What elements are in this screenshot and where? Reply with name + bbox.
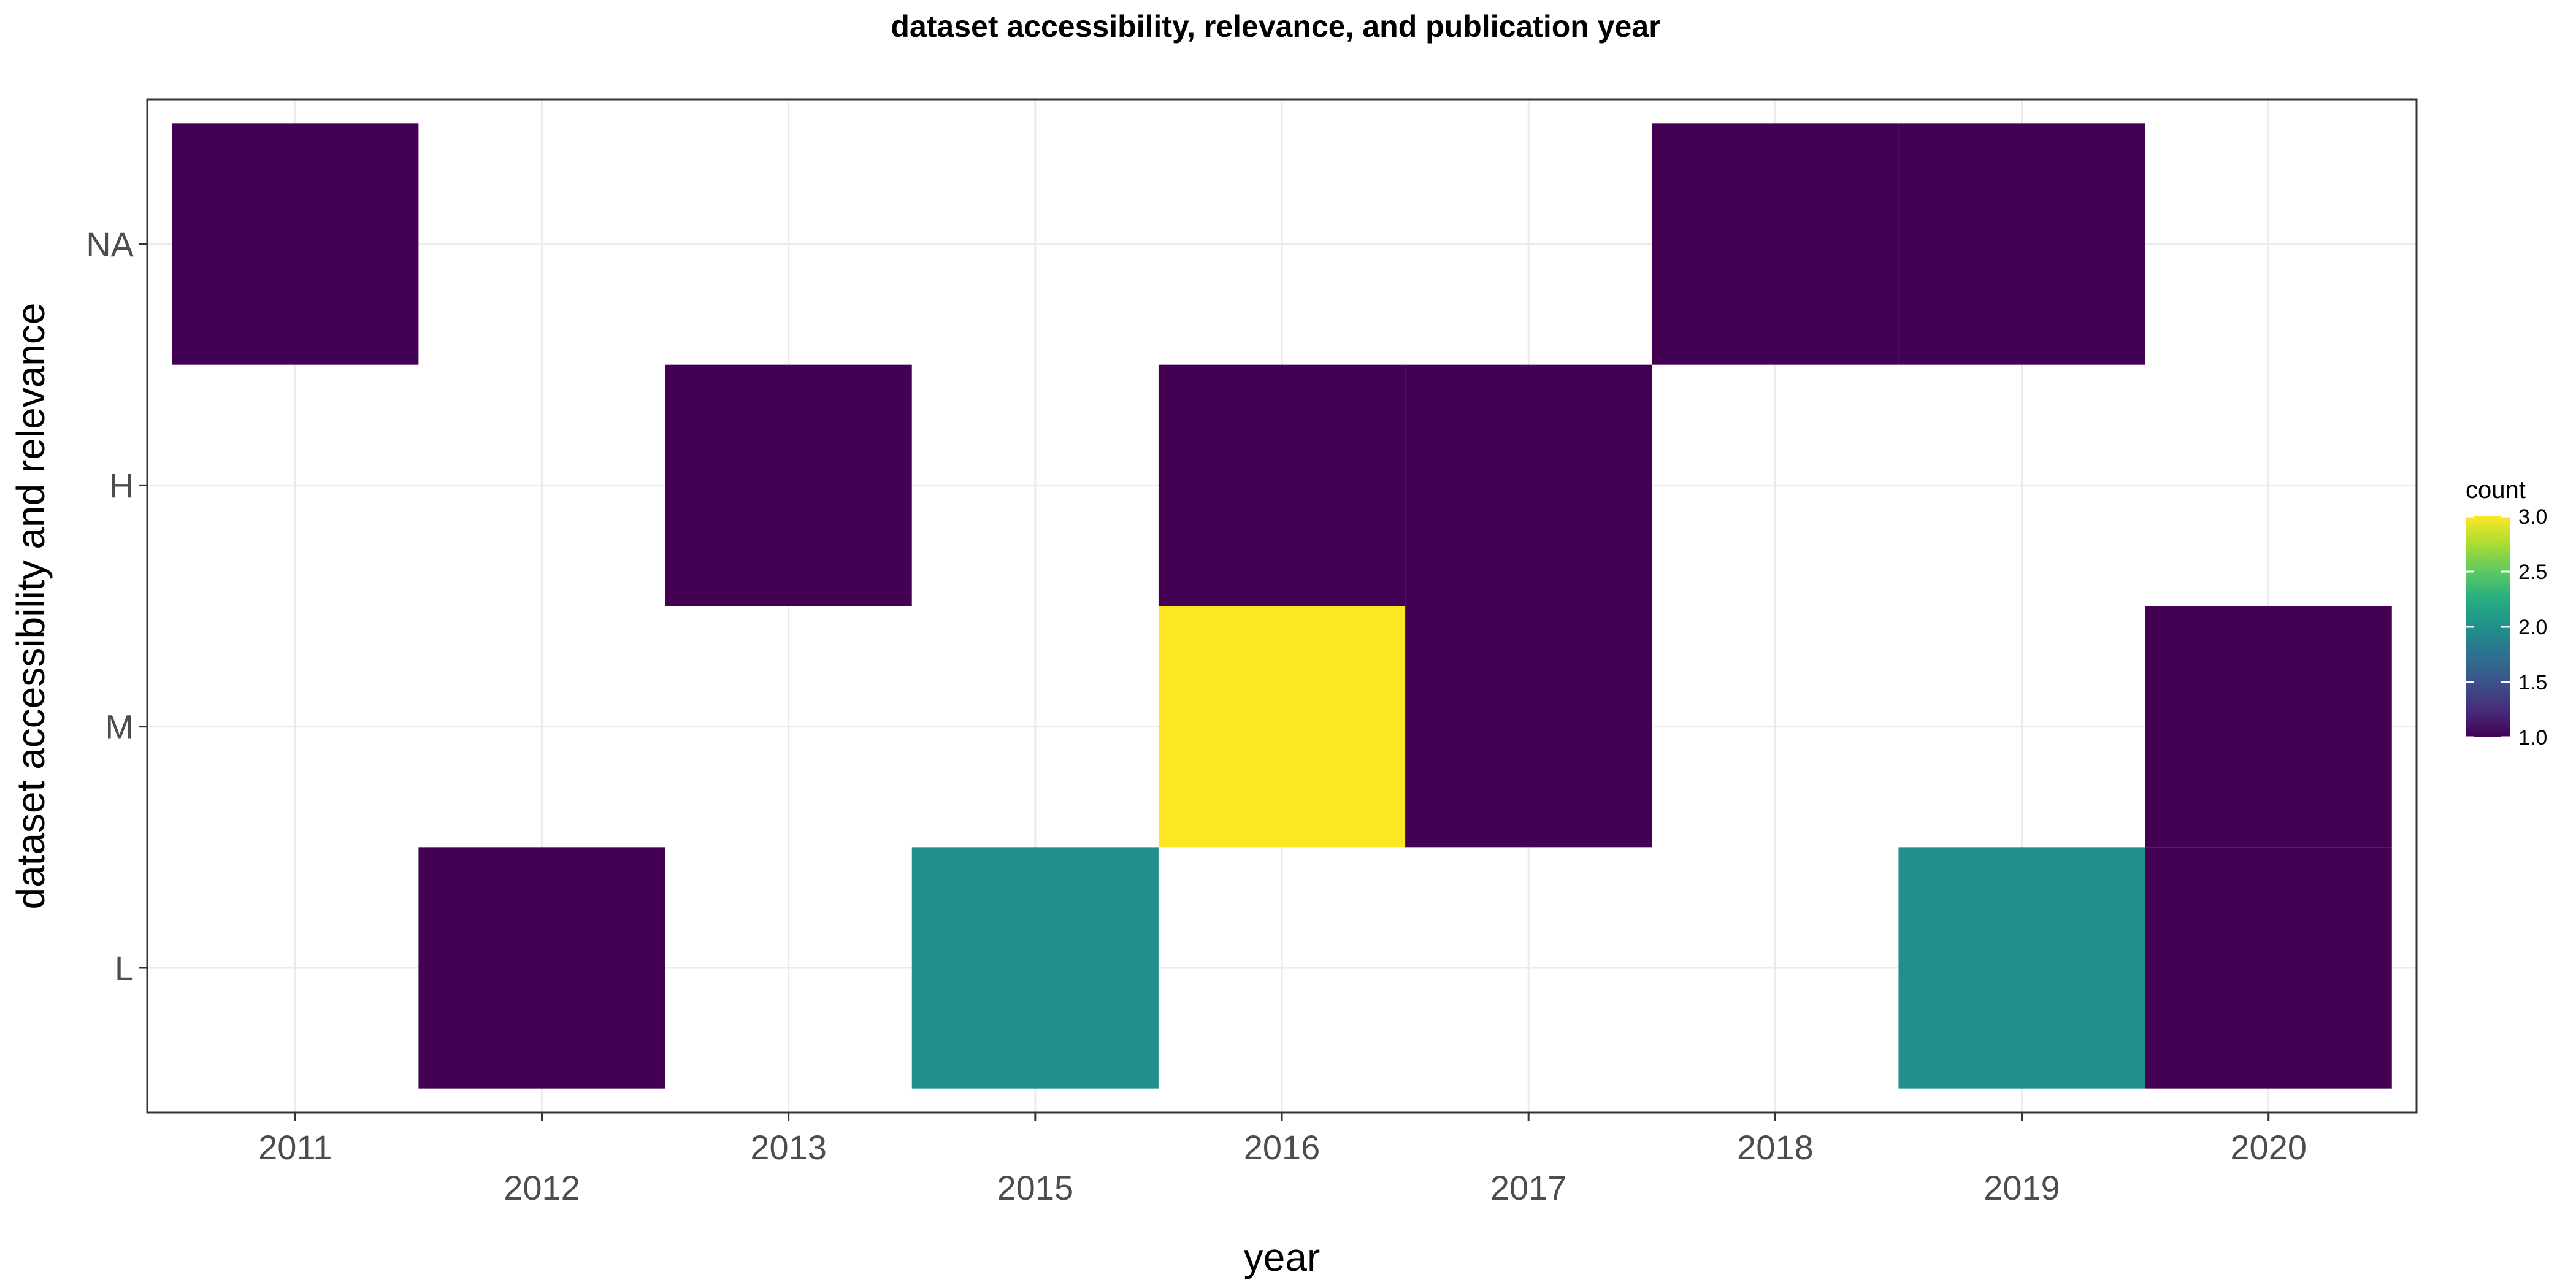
chart-title: dataset accessibility, relevance, and pu… xyxy=(891,9,1660,44)
x-tick-label: 2018 xyxy=(1737,1128,1814,1167)
y-axis: L M H NA xyxy=(86,225,147,987)
x-axis-title: year xyxy=(1244,1235,1321,1279)
x-tick-label: 2012 xyxy=(504,1168,580,1207)
heatmap-cell xyxy=(1158,606,1406,848)
legend: count 1.0 1.5 2.0 2.5 3.0 xyxy=(2466,477,2547,749)
y-tick-label: NA xyxy=(86,225,134,264)
legend-tick-label: 3.0 xyxy=(2518,505,2547,529)
heatmap-cell xyxy=(1652,123,1899,365)
y-tick-label: H xyxy=(109,466,134,505)
heatmap-cell xyxy=(1898,847,2145,1089)
legend-tick-label: 2.0 xyxy=(2518,616,2547,639)
x-tick-label: 2017 xyxy=(1490,1168,1567,1207)
heatmap-cell xyxy=(1405,364,1652,606)
heatmap-cell xyxy=(2145,606,2392,848)
x-tick-label: 2016 xyxy=(1244,1128,1321,1167)
legend-tick-label: 2.5 xyxy=(2518,561,2547,584)
x-tick-label: 2015 xyxy=(997,1168,1074,1207)
y-tick-label: L xyxy=(115,949,134,987)
legend-ticks: 1.0 1.5 2.0 2.5 3.0 xyxy=(2466,505,2547,749)
heatmap-cell xyxy=(172,123,419,365)
heatmap-cell xyxy=(1405,606,1652,848)
x-tick-label: 2019 xyxy=(1984,1168,2060,1207)
legend-title: count xyxy=(2466,477,2526,504)
x-tick-label: 2013 xyxy=(750,1128,827,1167)
y-tick-label: M xyxy=(105,708,134,746)
legend-tick-label: 1.0 xyxy=(2518,726,2547,749)
x-tick-label: 2011 xyxy=(258,1128,332,1167)
heatmap-cell xyxy=(911,847,1159,1089)
heatmap-cell xyxy=(1898,123,2145,365)
heatmap-cell xyxy=(1158,364,1406,606)
legend-tick-label: 1.5 xyxy=(2518,671,2547,694)
heatmap-cell xyxy=(665,364,912,606)
heatmap-cells xyxy=(172,123,2392,1089)
x-tick-label: 2020 xyxy=(2230,1128,2307,1167)
y-axis-title: dataset accessibility and relevance xyxy=(9,303,53,910)
heatmap-cell xyxy=(2145,847,2392,1089)
heatmap-cell xyxy=(418,847,665,1089)
x-axis: 2011 2012 2013 2015 2016 2017 2018 2019 2020 xyxy=(258,1113,2307,1207)
